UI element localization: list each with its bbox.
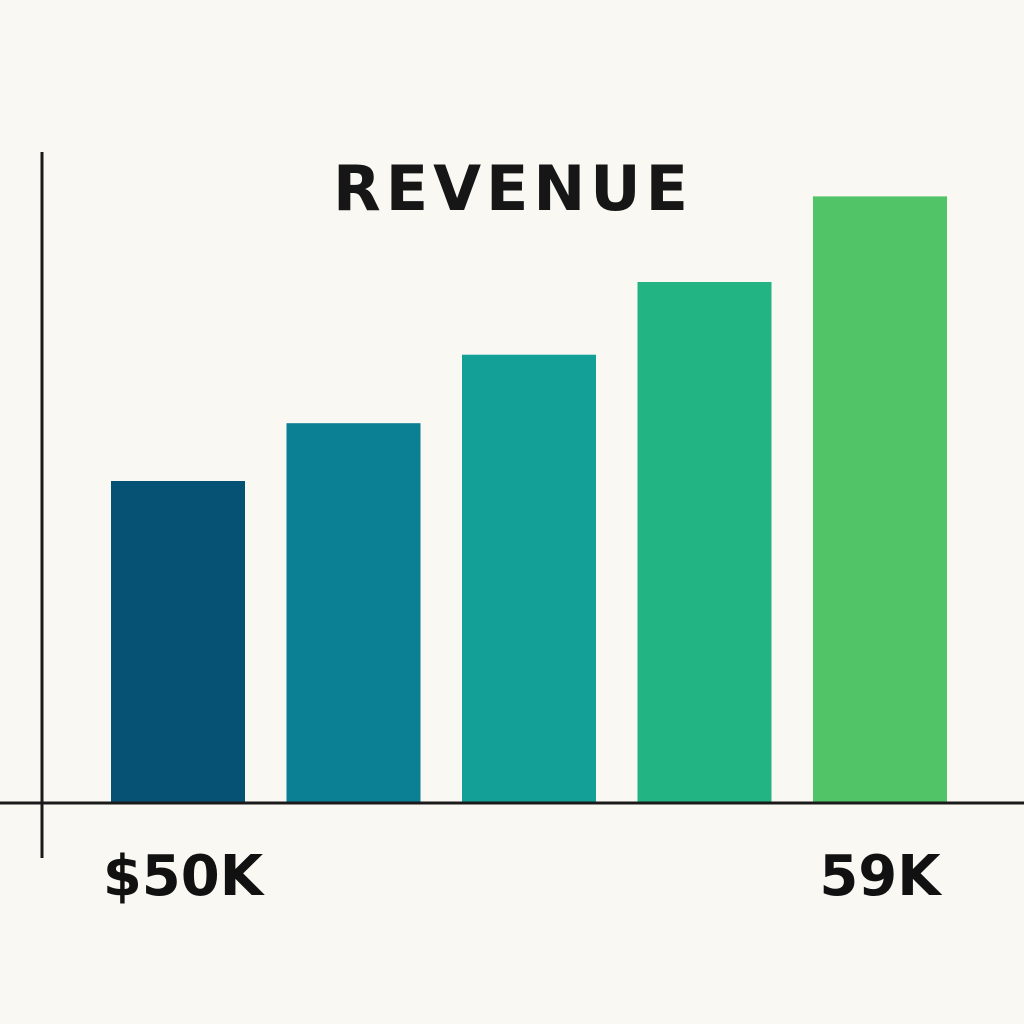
bar-1 xyxy=(111,481,245,802)
start-value-label: $50K xyxy=(103,844,266,909)
end-value-label: 59K xyxy=(819,844,943,909)
bar-2 xyxy=(286,423,421,802)
chart-title: REVENUE xyxy=(333,152,693,225)
bar-5 xyxy=(813,196,947,802)
bar-4 xyxy=(637,282,772,802)
bar-3 xyxy=(462,354,596,802)
bars-group xyxy=(111,196,947,802)
